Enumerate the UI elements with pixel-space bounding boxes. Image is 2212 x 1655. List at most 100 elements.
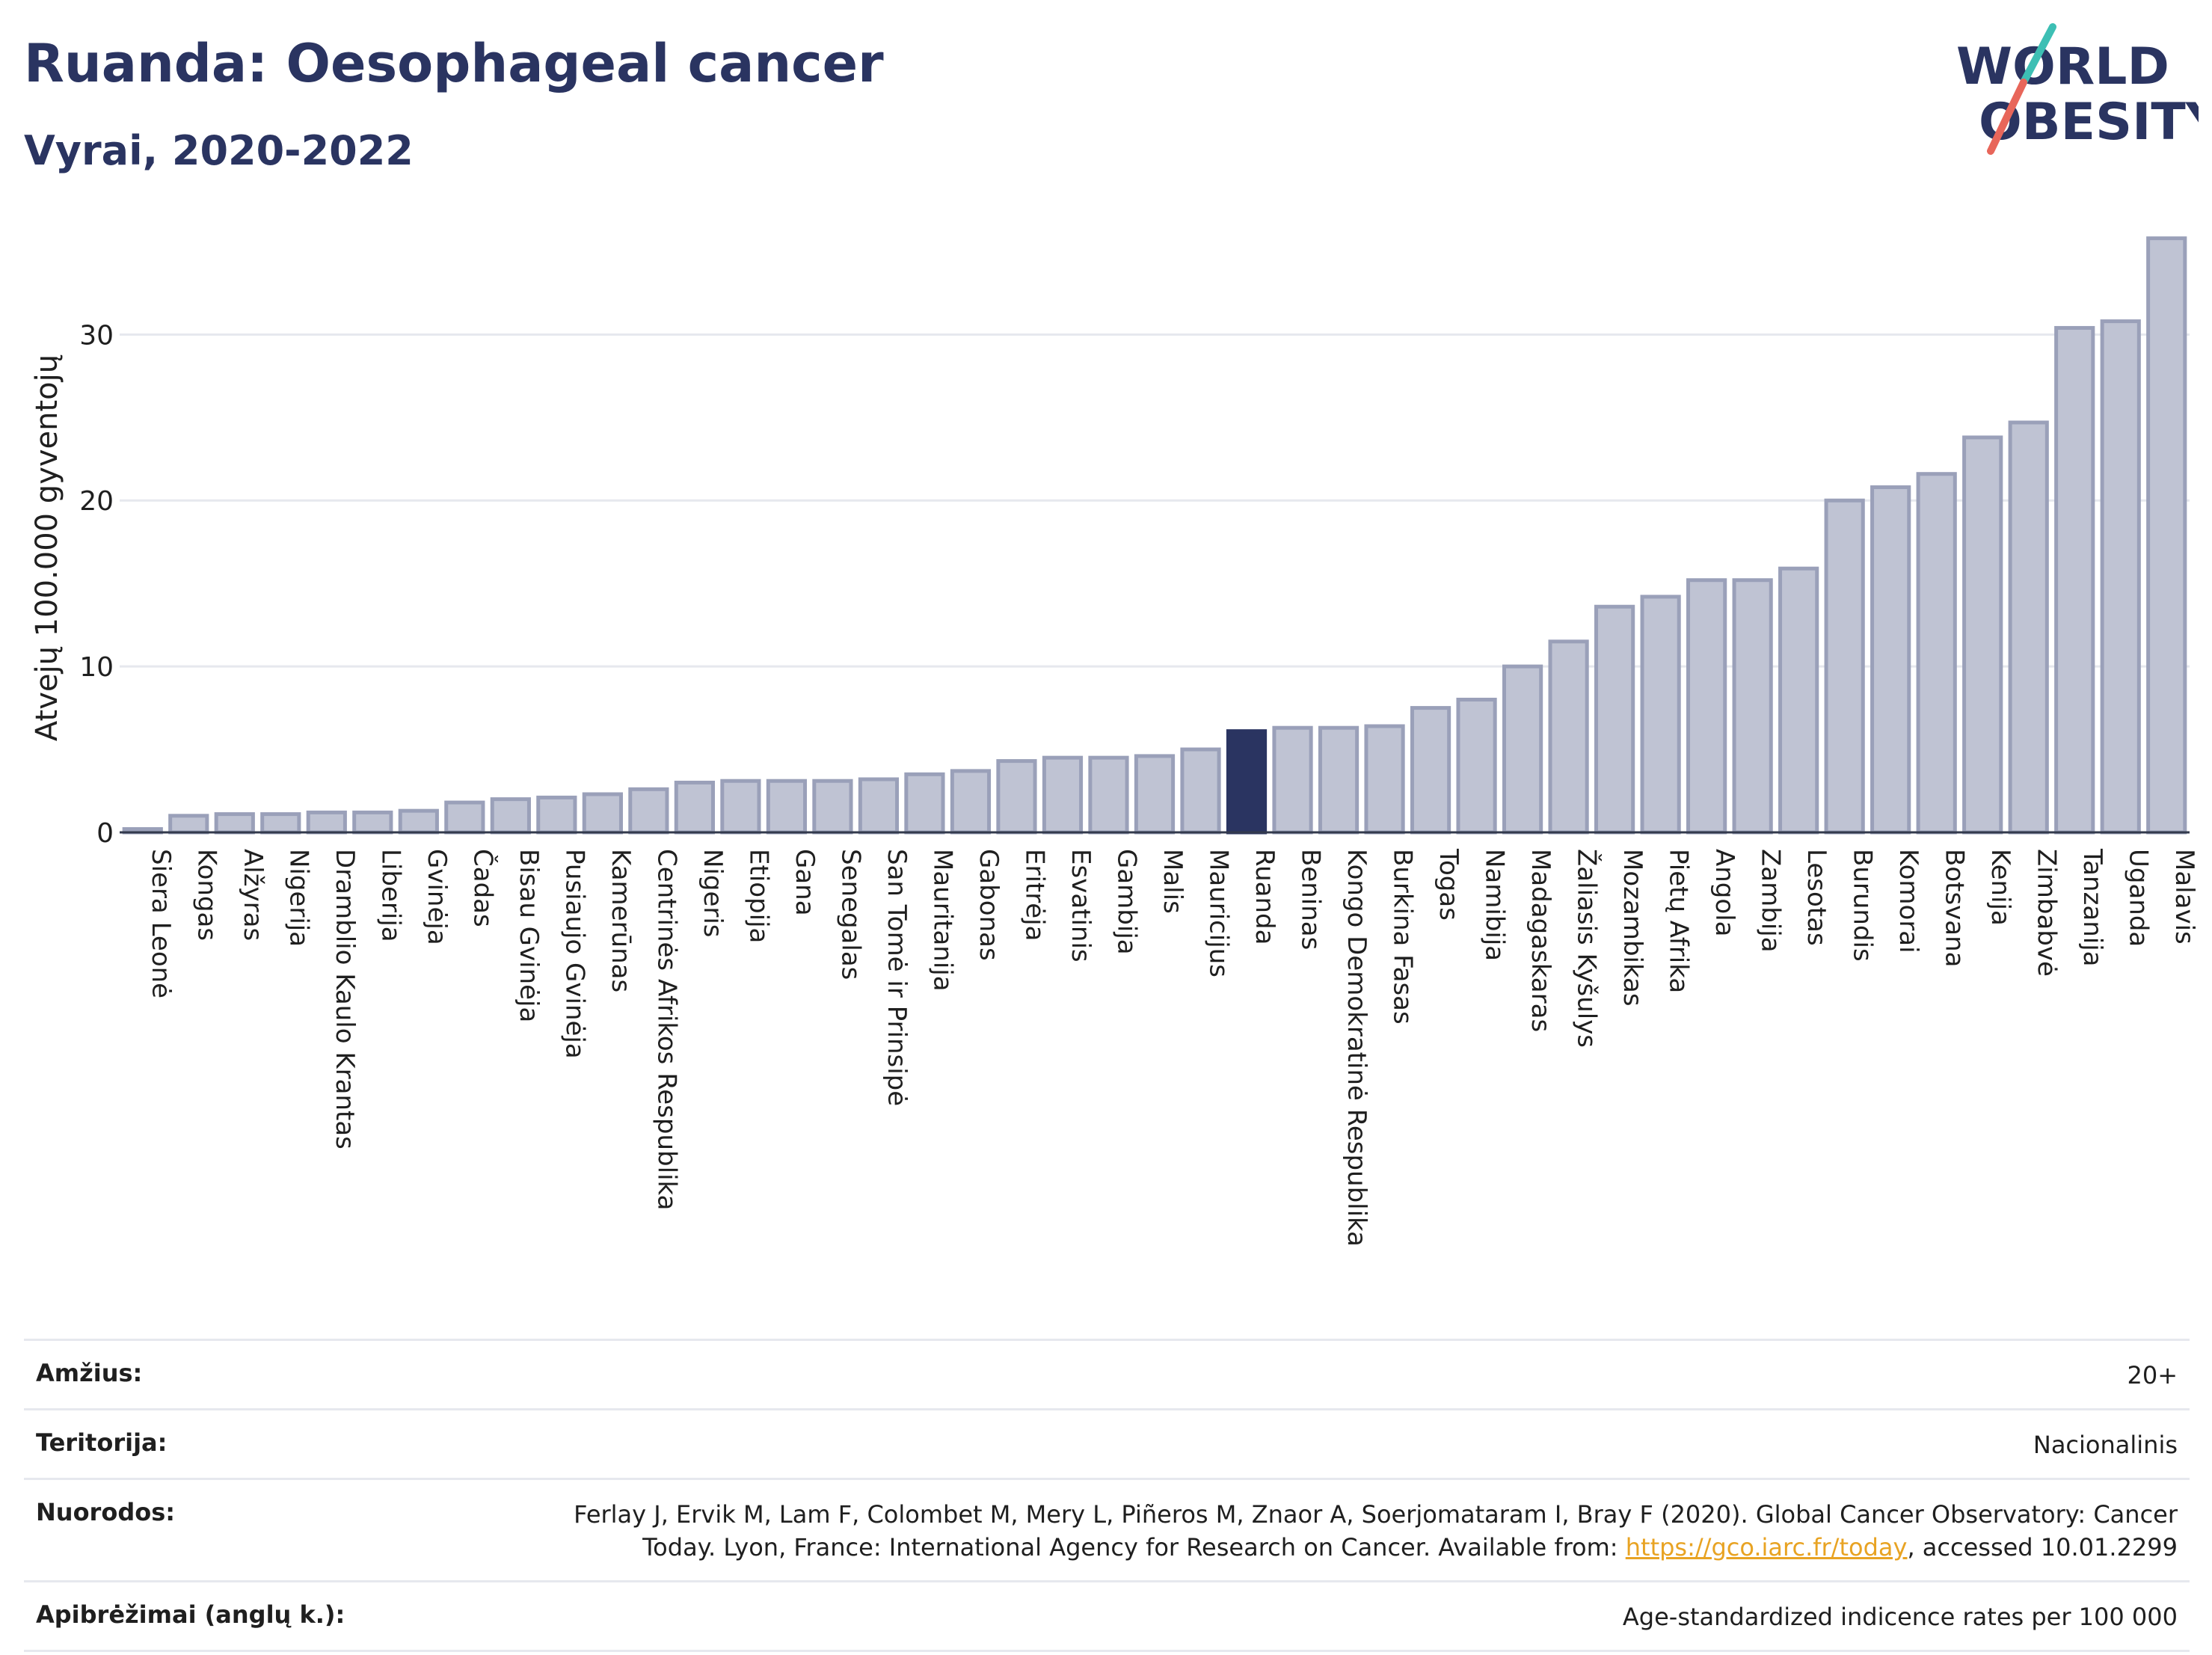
x-tick-label: Mauricijus xyxy=(1204,849,1234,977)
bar-chart: 0 10 20 30 Siera Leonė Kongas Alžyras Nigerija… xyxy=(30,236,2199,1247)
bar xyxy=(1962,435,2003,835)
bar xyxy=(1548,639,1589,835)
bar xyxy=(490,797,531,835)
x-tick-labels: Siera Leonė Kongas Alžyras Nigerija Dramblio… xyxy=(146,848,2199,1247)
bar xyxy=(352,810,393,835)
bar xyxy=(1272,725,1313,835)
x-tick-label: San Tomė ir Prinsipė xyxy=(882,849,912,1106)
x-tick-label: Gvinėja xyxy=(422,849,452,945)
bar xyxy=(812,779,853,835)
x-tick-label: Lesotas xyxy=(1801,849,1831,946)
x-tick-label: Uganda xyxy=(2124,849,2154,947)
x-tick-label: Togas xyxy=(1434,848,1463,921)
x-tick-label: Pietų Afrika xyxy=(1664,849,1694,993)
bar xyxy=(2146,236,2187,835)
bar xyxy=(950,769,992,835)
info-row-definitions: Apibrėžimai (anglų k.): Age-standardized… xyxy=(24,1580,2190,1652)
bar xyxy=(1410,706,1451,835)
bar xyxy=(674,780,715,835)
info-value-definitions: Age-standardized indicence rates per 100… xyxy=(1622,1603,2178,1631)
bar xyxy=(1778,566,1819,835)
bars xyxy=(122,236,2187,835)
bar xyxy=(858,777,900,835)
page-title: Ruanda: Oesophageal cancer xyxy=(24,33,884,94)
x-tick-label: Nigeris xyxy=(698,849,728,938)
x-tick-label: Žaliasis Kyšulys xyxy=(1572,849,1603,1048)
x-tick-label: Burkina Fasas xyxy=(1388,849,1418,1025)
bar xyxy=(1732,578,1773,835)
bar xyxy=(1134,754,1176,835)
x-tick-label: Esvatinis xyxy=(1066,849,1096,962)
reference-line1: Ferlay J, Ervik M, Lam F, Colombet M, Me… xyxy=(574,1500,2178,1529)
bar xyxy=(1226,729,1268,835)
page-subtitle: Vyrai, 2020-2022 xyxy=(24,127,414,174)
x-tick-label: Bisau Gvinėja xyxy=(514,849,544,1022)
y-tick-label: 30 xyxy=(79,320,114,351)
bar xyxy=(1824,498,1865,835)
reference-link[interactable]: https://gco.iarc.fr/today xyxy=(1625,1533,1908,1562)
x-tick-label: Namibija xyxy=(1480,849,1510,961)
x-tick-label: Malavis xyxy=(2169,849,2199,945)
x-tick-label: Kongas xyxy=(191,849,221,941)
bar xyxy=(1686,578,1727,835)
x-tick-label: Botsvana xyxy=(1940,849,1970,968)
x-tick-label: Gambija xyxy=(1111,849,1141,955)
info-label-definitions: Apibrėžimai (anglų k.): xyxy=(36,1600,345,1629)
x-tick-label: Čadas xyxy=(467,849,498,927)
x-tick-label: Ruanda xyxy=(1250,849,1279,945)
y-axis-label: Atvejų 100.000 gyventojų xyxy=(30,354,64,741)
x-tick-label: Mauritanija xyxy=(927,849,957,992)
x-tick-label: Senegalas xyxy=(835,849,865,980)
bar xyxy=(1180,747,1221,835)
info-label-territory: Teritorija: xyxy=(36,1428,168,1457)
x-tick-label: Liberija xyxy=(375,849,405,942)
info-label-age: Amžius: xyxy=(36,1359,143,1387)
x-tick-label: Mozambikas xyxy=(1617,849,1647,1007)
info-row-territory: Teritorija: Nacionalinis xyxy=(24,1408,2190,1478)
x-tick-label: Siera Leonė xyxy=(146,849,176,998)
x-tick-label: Malis xyxy=(1158,849,1188,914)
info-value-age: 20+ xyxy=(2127,1361,2178,1390)
x-tick-label: Dramblio Kaulo Krantas xyxy=(330,849,360,1149)
x-tick-label: Pusiaujo Gvinėja xyxy=(559,849,589,1059)
world-obesity-logo: WORLD OBESITY xyxy=(1956,23,2199,155)
x-tick-label: Eritrėja xyxy=(1019,849,1049,941)
bar xyxy=(1502,664,1543,835)
x-tick-label: Angola xyxy=(1709,849,1739,936)
x-tick-label: Zimbabvė xyxy=(2032,849,2062,977)
x-tick-label: Burundis xyxy=(1848,849,1878,962)
bar xyxy=(1456,697,1497,835)
x-tick-label: Madagaskaras xyxy=(1526,849,1555,1032)
reference-line2-post: , accessed 10.01.2299 xyxy=(1907,1533,2178,1562)
bar xyxy=(1640,595,1681,835)
info-row-age: Amžius: 20+ xyxy=(24,1339,2190,1408)
info-table: Amžius: 20+ Teritorija: Nacionalinis Nuo… xyxy=(24,1339,2190,1652)
x-tick-label: Komorai xyxy=(1893,849,1923,954)
x-tick-label: Centrinės Afrikos Respublika xyxy=(651,849,681,1210)
bar xyxy=(766,779,808,835)
y-tick-labels: 0 10 20 30 xyxy=(79,320,114,849)
logo-slash-teal xyxy=(2020,23,2056,86)
y-tick-label: 20 xyxy=(79,486,114,517)
bar xyxy=(1042,755,1084,835)
y-tick-label: 10 xyxy=(79,652,114,683)
bar xyxy=(444,800,485,835)
x-tick-label: Zambija xyxy=(1756,849,1786,953)
bar xyxy=(1364,724,1405,835)
bar xyxy=(1870,485,1911,835)
x-tick-label: Etiopija xyxy=(743,849,773,943)
bar xyxy=(306,810,347,835)
bar xyxy=(260,812,301,835)
bar xyxy=(628,787,669,835)
bar xyxy=(1088,755,1129,835)
reference-line2-pre: Today. Lyon, France: International Agenc… xyxy=(642,1533,1626,1562)
x-tick-label: Tanzanija xyxy=(2077,848,2107,966)
logo-slash-red xyxy=(1987,79,2027,155)
y-tick-label: 0 xyxy=(96,818,114,849)
x-tick-label: Kenija xyxy=(1985,849,2015,926)
x-tick-label: Kamerūnas xyxy=(606,849,636,992)
bar xyxy=(2100,319,2141,835)
bar xyxy=(398,808,439,835)
info-value-territory: Nacionalinis xyxy=(2033,1431,2178,1459)
x-tick-label: Kongo Demokratinė Respublika xyxy=(1342,849,1371,1247)
